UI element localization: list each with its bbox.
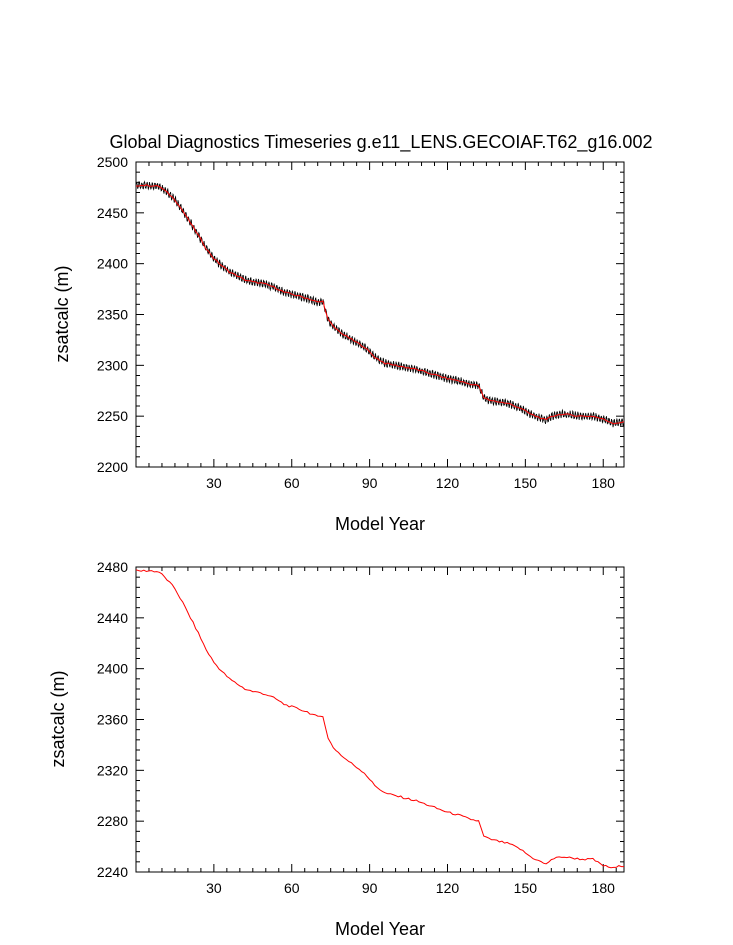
top-x-tick-label: 150 <box>514 475 538 491</box>
bottom-x-tick-label: 120 <box>436 880 460 896</box>
bottom-x-tick-label: 180 <box>592 880 616 896</box>
top-x-tick-label: 60 <box>284 475 300 491</box>
top-y-tick-label: 2350 <box>97 307 128 323</box>
top-x-tick-label: 90 <box>362 475 378 491</box>
bottom-y-tick-label: 2400 <box>97 661 128 677</box>
bottom-x-tick-label: 30 <box>206 880 222 896</box>
top-series-line-0 <box>135 180 625 428</box>
bottom-x-axis-label: Model Year <box>335 919 425 939</box>
bottom-plot-area: 30 60 90 120 150 180 2240 2280 2320 2360 2400 2440 2… <box>97 559 625 896</box>
top-y-tick-label: 2500 <box>97 154 128 170</box>
top-x-tick-label: 180 <box>592 475 616 491</box>
top-panel: 30 60 90 120 150 180 2200 2250 2300 2350 2400 2450 2… <box>52 154 625 534</box>
bottom-series-line-0 <box>135 569 624 869</box>
bottom-y-tick-label: 2320 <box>97 762 128 778</box>
bottom-y-tick-label: 2280 <box>97 813 128 829</box>
top-y-tick-label: 2400 <box>97 256 128 272</box>
bottom-panel: 30 60 90 120 150 180 2240 2280 2320 2360 2400 2440 2… <box>48 559 625 939</box>
bottom-x-tick-label: 90 <box>362 880 378 896</box>
bottom-y-axis-label: zsatcalc (m) <box>48 670 68 767</box>
bottom-plot-frame <box>135 566 625 873</box>
top-plot-area: 30 60 90 120 150 180 2200 2250 2300 2350 2400 2450 2… <box>97 154 625 491</box>
top-y-tick-label: 2450 <box>97 205 128 221</box>
top-plot-frame <box>135 161 625 468</box>
bottom-x-tick-label: 60 <box>284 880 300 896</box>
top-y-axis-label: zsatcalc (m) <box>52 265 72 362</box>
top-y-tick-label: 2250 <box>97 408 128 424</box>
top-x-axis-label: Model Year <box>335 514 425 534</box>
bottom-y-tick-label: 2240 <box>97 864 128 880</box>
top-y-tick-label: 2200 <box>97 459 128 475</box>
bottom-y-tick-label: 2360 <box>97 712 128 728</box>
top-y-tick-label: 2300 <box>97 357 128 373</box>
top-x-tick-label: 120 <box>436 475 460 491</box>
bottom-x-tick-label: 150 <box>514 880 538 896</box>
top-series-line-1 <box>135 184 625 425</box>
figure-title: Global Diagnostics Timeseries g.e11_LENS… <box>110 132 653 153</box>
bottom-y-tick-label: 2440 <box>97 610 128 626</box>
top-x-tick-label: 30 <box>206 475 222 491</box>
bottom-y-tick-label: 2480 <box>97 559 128 575</box>
